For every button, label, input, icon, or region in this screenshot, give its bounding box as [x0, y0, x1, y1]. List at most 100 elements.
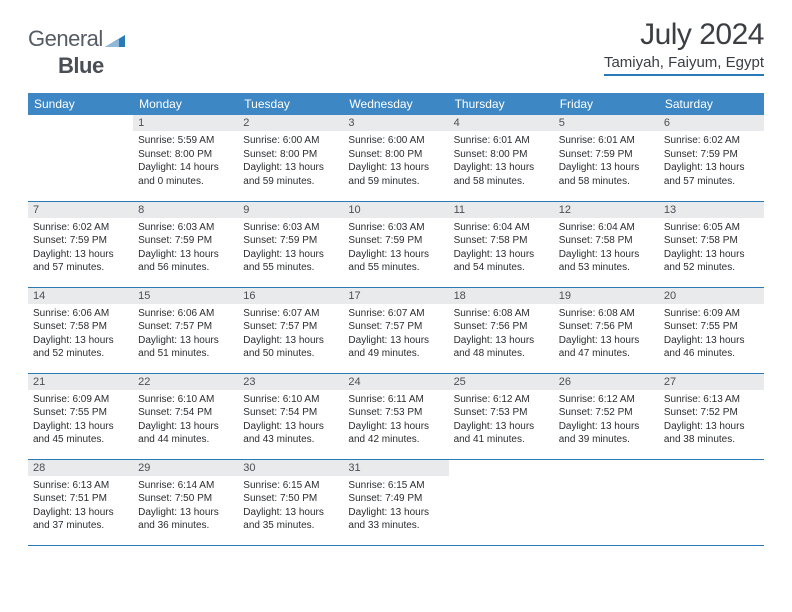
day-cell: 21Sunrise: 6:09 AMSunset: 7:55 PMDayligh…: [28, 373, 133, 459]
day-number: 15: [133, 288, 238, 304]
day-data: Sunrise: 6:13 AMSunset: 7:52 PMDaylight:…: [659, 390, 764, 451]
day-number: 3: [343, 115, 448, 131]
day-number: 26: [554, 374, 659, 390]
day-data: Sunrise: 6:08 AMSunset: 7:56 PMDaylight:…: [449, 304, 554, 365]
day-data: Sunrise: 6:12 AMSunset: 7:52 PMDaylight:…: [554, 390, 659, 451]
day-cell: 18Sunrise: 6:08 AMSunset: 7:56 PMDayligh…: [449, 287, 554, 373]
day-number: 28: [28, 460, 133, 476]
day-number: 6: [659, 115, 764, 131]
day-data: Sunrise: 6:07 AMSunset: 7:57 PMDaylight:…: [343, 304, 448, 365]
day-cell: 30Sunrise: 6:15 AMSunset: 7:50 PMDayligh…: [238, 459, 343, 545]
col-header-thursday: Thursday: [449, 93, 554, 115]
day-data: Sunrise: 6:07 AMSunset: 7:57 PMDaylight:…: [238, 304, 343, 365]
day-cell: 2Sunrise: 6:00 AMSunset: 8:00 PMDaylight…: [238, 115, 343, 201]
day-cell: 3Sunrise: 6:00 AMSunset: 8:00 PMDaylight…: [343, 115, 448, 201]
logo-text: General Blue: [28, 26, 125, 79]
header: General Blue July 2024 Tamiyah, Faiyum, …: [0, 0, 792, 87]
day-number: 25: [449, 374, 554, 390]
day-data: Sunrise: 6:15 AMSunset: 7:49 PMDaylight:…: [343, 476, 448, 537]
day-cell: 29Sunrise: 6:14 AMSunset: 7:50 PMDayligh…: [133, 459, 238, 545]
day-number: 23: [238, 374, 343, 390]
logo-triangle-icon: [105, 27, 125, 53]
day-number: 7: [28, 202, 133, 218]
day-data: Sunrise: 6:09 AMSunset: 7:55 PMDaylight:…: [28, 390, 133, 451]
day-number: 29: [133, 460, 238, 476]
day-number: 5: [554, 115, 659, 131]
day-number: 13: [659, 202, 764, 218]
day-cell: 10Sunrise: 6:03 AMSunset: 7:59 PMDayligh…: [343, 201, 448, 287]
col-header-sunday: Sunday: [28, 93, 133, 115]
day-cell: 1Sunrise: 5:59 AMSunset: 8:00 PMDaylight…: [133, 115, 238, 201]
day-cell: 20Sunrise: 6:09 AMSunset: 7:55 PMDayligh…: [659, 287, 764, 373]
day-cell: 16Sunrise: 6:07 AMSunset: 7:57 PMDayligh…: [238, 287, 343, 373]
logo-word-2: Blue: [28, 53, 104, 78]
day-number: 2: [238, 115, 343, 131]
day-data: Sunrise: 6:03 AMSunset: 7:59 PMDaylight:…: [238, 218, 343, 279]
day-data: Sunrise: 6:02 AMSunset: 7:59 PMDaylight:…: [28, 218, 133, 279]
day-data: Sunrise: 6:10 AMSunset: 7:54 PMDaylight:…: [133, 390, 238, 451]
day-data: Sunrise: 6:09 AMSunset: 7:55 PMDaylight:…: [659, 304, 764, 365]
calendar-header-row: SundayMondayTuesdayWednesdayThursdayFrid…: [28, 93, 764, 115]
day-data: Sunrise: 6:02 AMSunset: 7:59 PMDaylight:…: [659, 131, 764, 192]
day-data: Sunrise: 6:06 AMSunset: 7:58 PMDaylight:…: [28, 304, 133, 365]
day-number: 16: [238, 288, 343, 304]
day-data: Sunrise: 6:00 AMSunset: 8:00 PMDaylight:…: [343, 131, 448, 192]
month-title: July 2024: [604, 18, 764, 52]
day-cell: 28Sunrise: 6:13 AMSunset: 7:51 PMDayligh…: [28, 459, 133, 545]
calendar-body: 1Sunrise: 5:59 AMSunset: 8:00 PMDaylight…: [28, 115, 764, 545]
day-cell: 4Sunrise: 6:01 AMSunset: 8:00 PMDaylight…: [449, 115, 554, 201]
day-number: 10: [343, 202, 448, 218]
day-cell: [449, 459, 554, 545]
day-cell: 27Sunrise: 6:13 AMSunset: 7:52 PMDayligh…: [659, 373, 764, 459]
day-number: 19: [554, 288, 659, 304]
day-cell: 22Sunrise: 6:10 AMSunset: 7:54 PMDayligh…: [133, 373, 238, 459]
col-header-wednesday: Wednesday: [343, 93, 448, 115]
logo-word-1: General: [28, 26, 103, 51]
week-row: 14Sunrise: 6:06 AMSunset: 7:58 PMDayligh…: [28, 287, 764, 373]
week-row: 7Sunrise: 6:02 AMSunset: 7:59 PMDaylight…: [28, 201, 764, 287]
week-row: 28Sunrise: 6:13 AMSunset: 7:51 PMDayligh…: [28, 459, 764, 545]
day-cell: 17Sunrise: 6:07 AMSunset: 7:57 PMDayligh…: [343, 287, 448, 373]
day-data: Sunrise: 6:03 AMSunset: 7:59 PMDaylight:…: [133, 218, 238, 279]
day-number: 27: [659, 374, 764, 390]
col-header-tuesday: Tuesday: [238, 93, 343, 115]
day-data: Sunrise: 6:01 AMSunset: 7:59 PMDaylight:…: [554, 131, 659, 192]
day-cell: [554, 459, 659, 545]
day-cell: [28, 115, 133, 201]
day-data: Sunrise: 6:04 AMSunset: 7:58 PMDaylight:…: [449, 218, 554, 279]
week-row: 21Sunrise: 6:09 AMSunset: 7:55 PMDayligh…: [28, 373, 764, 459]
day-data: Sunrise: 6:10 AMSunset: 7:54 PMDaylight:…: [238, 390, 343, 451]
day-number: 14: [28, 288, 133, 304]
day-number: 31: [343, 460, 448, 476]
day-data: Sunrise: 6:12 AMSunset: 7:53 PMDaylight:…: [449, 390, 554, 451]
col-header-saturday: Saturday: [659, 93, 764, 115]
day-number: 8: [133, 202, 238, 218]
logo: General Blue: [28, 18, 125, 79]
day-cell: 31Sunrise: 6:15 AMSunset: 7:49 PMDayligh…: [343, 459, 448, 545]
location: Tamiyah, Faiyum, Egypt: [604, 54, 764, 76]
day-data: Sunrise: 6:05 AMSunset: 7:58 PMDaylight:…: [659, 218, 764, 279]
day-number: 22: [133, 374, 238, 390]
day-data: Sunrise: 6:04 AMSunset: 7:58 PMDaylight:…: [554, 218, 659, 279]
col-header-monday: Monday: [133, 93, 238, 115]
day-number: 12: [554, 202, 659, 218]
day-data: Sunrise: 6:03 AMSunset: 7:59 PMDaylight:…: [343, 218, 448, 279]
day-cell: 9Sunrise: 6:03 AMSunset: 7:59 PMDaylight…: [238, 201, 343, 287]
day-cell: [659, 459, 764, 545]
day-data: Sunrise: 6:14 AMSunset: 7:50 PMDaylight:…: [133, 476, 238, 537]
col-header-friday: Friday: [554, 93, 659, 115]
day-number: 11: [449, 202, 554, 218]
day-number: 20: [659, 288, 764, 304]
day-data: Sunrise: 5:59 AMSunset: 8:00 PMDaylight:…: [133, 131, 238, 192]
day-cell: 23Sunrise: 6:10 AMSunset: 7:54 PMDayligh…: [238, 373, 343, 459]
day-data: Sunrise: 6:13 AMSunset: 7:51 PMDaylight:…: [28, 476, 133, 537]
day-number: 1: [133, 115, 238, 131]
day-number: 9: [238, 202, 343, 218]
day-cell: 7Sunrise: 6:02 AMSunset: 7:59 PMDaylight…: [28, 201, 133, 287]
day-number: 4: [449, 115, 554, 131]
day-data: Sunrise: 6:01 AMSunset: 8:00 PMDaylight:…: [449, 131, 554, 192]
day-cell: 6Sunrise: 6:02 AMSunset: 7:59 PMDaylight…: [659, 115, 764, 201]
day-data: Sunrise: 6:15 AMSunset: 7:50 PMDaylight:…: [238, 476, 343, 537]
day-data: Sunrise: 6:06 AMSunset: 7:57 PMDaylight:…: [133, 304, 238, 365]
day-cell: 25Sunrise: 6:12 AMSunset: 7:53 PMDayligh…: [449, 373, 554, 459]
